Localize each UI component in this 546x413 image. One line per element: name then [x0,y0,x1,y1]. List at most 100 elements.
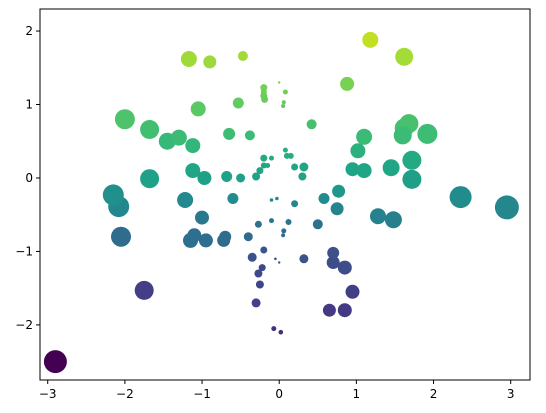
scatter-point-35 [177,192,194,208]
scatter-point-12 [254,269,263,278]
scatter-point-60 [291,163,299,171]
scatter-point-89 [260,84,268,92]
scatter-point-1 [134,280,154,300]
scatter-point-75 [114,109,135,130]
scatter-point-11 [255,280,264,289]
x-tick-label: 0 [275,387,283,401]
scatter-point-97 [362,31,379,48]
plot-frame [39,8,531,381]
scatter-point-10 [327,246,340,259]
scatter-point-85 [281,104,286,108]
scatter-point-8 [337,260,352,275]
y-tick-label: 0 [25,171,33,185]
x-tick-label: 3 [507,387,515,401]
scatter-point-32 [195,210,209,225]
scatter-point-65 [382,159,400,177]
scatter-point-28 [281,228,287,234]
scatter-point-13 [258,264,266,272]
scatter-point-43 [449,186,472,209]
scatter-point-41 [370,208,386,225]
scatter-point-17 [278,261,281,264]
scatter-point-77 [244,130,255,141]
scatter-point-2 [337,303,352,318]
y-axis-ticks: −2 −1 0 1 2 [15,24,40,332]
scatter-point-19 [111,226,131,247]
scatter-point-68 [275,196,279,201]
scatter-point-84 [417,123,438,144]
scatter-point-7 [278,329,284,335]
scatter-point-27 [269,218,274,224]
scatter-point-70 [356,128,373,145]
scatter-point-54 [260,162,267,169]
scatter-point-24 [219,230,232,243]
scatter-point-9 [326,256,340,269]
scatter-point-26 [254,220,262,228]
scatter-point-64 [356,163,372,179]
scatter-point-55 [265,163,271,168]
y-tick-label: 2 [25,24,33,38]
scatter-point-94 [237,51,248,61]
x-tick-label: 2 [430,387,438,401]
scatter-point-45 [269,198,274,202]
scatter-point-49 [221,171,233,182]
scatter-point-5 [251,298,261,308]
scatter-point-98 [395,47,414,66]
scatter-point-93 [340,76,355,91]
scatter-point-38 [318,193,330,204]
scatter-point-61 [299,162,309,172]
scatter-point-34 [102,184,124,206]
scatter-point-0 [43,350,67,374]
scatter-point-79 [232,97,244,109]
scatter-point-31 [312,219,323,230]
x-tick-label: −2 [116,387,134,401]
y-tick-label: −1 [15,244,33,258]
scatter-point-86 [281,100,286,105]
scatter-point-3 [322,303,336,317]
scatter-point-48 [197,171,212,185]
scatter-point-72 [170,129,187,146]
scatter-point-50 [236,173,246,183]
scatter-point-57 [282,147,288,153]
points-layer [43,31,519,374]
x-tick-label: −1 [193,387,211,401]
x-axis-ticks: −3 −2 −1 0 1 2 3 [39,380,515,401]
scatter-point-81 [393,126,412,145]
scatter-point-95 [203,55,217,69]
scatter-point-15 [299,254,309,264]
scatter-point-4 [345,284,360,299]
x-tick-label: 1 [353,387,361,401]
scatter-point-74 [140,120,160,139]
scatter-point-67 [402,150,422,170]
scatter-point-25 [243,232,253,242]
scatter-point-37 [291,200,299,208]
scatter-point-47 [185,163,201,179]
scatter-point-51 [252,172,261,181]
scatter-point-40 [332,184,346,198]
scatter-point-39 [330,202,344,216]
scatter-point-46 [140,169,160,189]
scatter-point-36 [227,193,239,204]
scatter-point-80 [306,119,317,130]
scatter-point-91 [261,95,269,103]
scatter-point-29 [281,233,286,238]
scatter-point-92 [278,81,281,84]
scatter-point-62 [298,172,307,181]
scatter-point-42 [384,211,402,229]
scatter-point-87 [282,89,288,95]
scatter-point-88 [260,89,267,95]
y-tick-label: −2 [15,318,33,332]
scatter-point-18 [260,246,268,254]
scatter-point-21 [187,228,202,243]
scatter-point-30 [285,219,292,225]
scatter-point-59 [287,152,294,159]
scatter-point-52 [256,167,264,175]
scatter-point-78 [190,101,206,117]
scatter-point-63 [345,162,360,177]
scatter-point-76 [223,127,236,140]
scatter-point-71 [185,138,201,154]
x-tick-label: −3 [39,387,57,401]
scatter-point-69 [350,143,366,159]
scatter-point-96 [180,51,197,67]
